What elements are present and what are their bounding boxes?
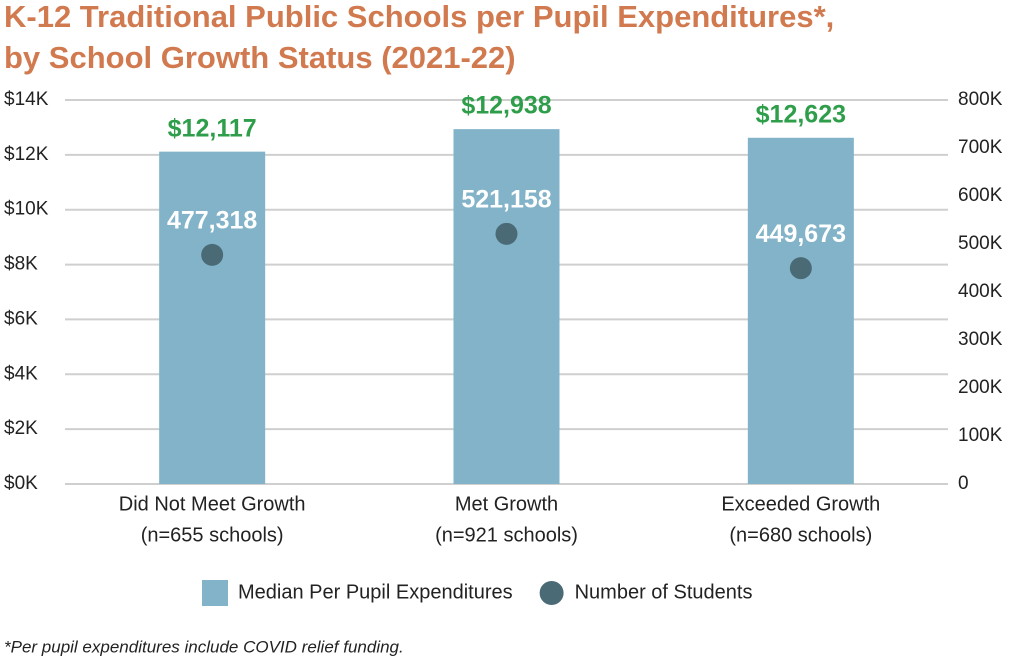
x-tick-note: (n=680 schools) <box>729 524 872 546</box>
y2-tick-label: 500K <box>958 233 1003 254</box>
x-tick-label: Did Not Meet Growth <box>119 493 306 515</box>
dot-value-label: 521,158 <box>461 185 551 213</box>
dot-value-label: 449,673 <box>756 220 846 248</box>
footnote: *Per pupil expenditures include COVID re… <box>4 637 404 656</box>
x-tick-label: Met Growth <box>455 493 558 515</box>
y-tick-label: $10K <box>4 199 49 220</box>
y-tick-label: $14K <box>4 89 49 110</box>
legend-swatch <box>539 581 564 605</box>
bar <box>747 137 854 484</box>
bar <box>453 129 560 484</box>
dot-value-label: 477,318 <box>167 206 257 234</box>
y2-tick-label: 0 <box>958 473 969 494</box>
y2-tick-label: 700K <box>958 137 1003 158</box>
y2-tick-label: 300K <box>958 329 1003 350</box>
y-tick-label: $12K <box>4 144 49 165</box>
x-tick-label: Exceeded Growth <box>721 493 880 515</box>
legend-label: Median Per Pupil Expenditures <box>238 581 513 603</box>
y2-tick-label: 600K <box>958 185 1003 206</box>
chart-title: K-12 Traditional Public Schools per Pupi… <box>4 0 834 34</box>
chart-title: by School Growth Status (2021-22) <box>4 40 516 75</box>
y2-tick-label: 800K <box>958 89 1003 110</box>
y2-tick-label: 100K <box>958 425 1003 446</box>
y2-tick-label: 400K <box>958 281 1003 302</box>
bar-value-label: $12,938 <box>461 92 551 120</box>
y-tick-label: $8K <box>4 254 38 275</box>
dot <box>495 222 518 245</box>
bar <box>159 151 266 484</box>
legend-label: Number of Students <box>575 581 753 603</box>
y2-tick-label: 200K <box>958 377 1003 398</box>
bar-value-label: $12,117 <box>168 114 257 142</box>
x-tick-note: (n=655 schools) <box>141 524 284 546</box>
legend-swatch <box>202 580 228 606</box>
y-tick-label: $0K <box>4 473 38 494</box>
x-tick-note: (n=921 schools) <box>435 524 578 546</box>
y-tick-label: $6K <box>4 308 38 329</box>
bar-value-label: $12,623 <box>756 100 846 128</box>
dot <box>789 257 812 280</box>
dot <box>201 243 224 266</box>
y-tick-label: $2K <box>4 418 38 439</box>
y-tick-label: $4K <box>4 363 38 384</box>
